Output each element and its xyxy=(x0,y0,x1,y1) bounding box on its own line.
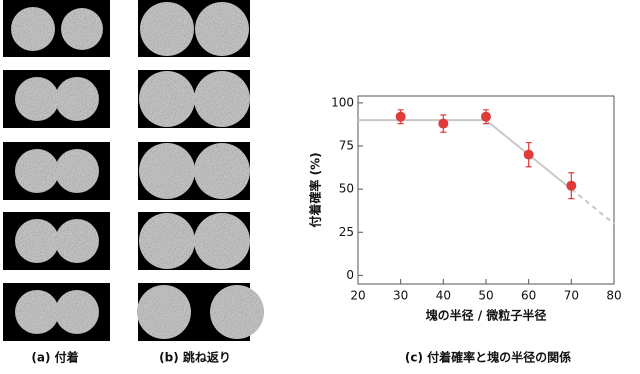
x-tick-label: 60 xyxy=(521,289,536,303)
panel-a-label: (a) 付着 xyxy=(31,350,78,365)
data-point xyxy=(395,111,406,122)
panel-b-label: (b) 跳ね返り xyxy=(159,350,231,365)
x-tick-label: 70 xyxy=(564,289,579,303)
y-axis-label: 付着確率 (%) xyxy=(308,152,323,227)
x-tick-label: 80 xyxy=(606,289,621,303)
data-point xyxy=(523,149,534,160)
x-tick-label: 50 xyxy=(478,289,493,303)
data-point xyxy=(438,118,449,129)
x-axis-label: 塊の半径 / 微粒子半径 xyxy=(426,308,547,323)
panel-a xyxy=(3,0,110,341)
fit-line xyxy=(570,188,615,225)
data-point xyxy=(566,180,577,191)
x-tick-label: 20 xyxy=(350,289,365,303)
x-tick-label: 40 xyxy=(436,289,451,303)
x-tick-label: 30 xyxy=(393,289,408,303)
y-tick-label: 25 xyxy=(339,225,354,239)
y-tick-label: 100 xyxy=(331,95,354,109)
chart-caption: (c) 付着確率と塊の半径の関係 xyxy=(405,350,571,365)
plot-frame xyxy=(357,95,615,285)
data-point xyxy=(481,111,491,122)
y-tick-label: 50 xyxy=(339,182,354,196)
panel-b xyxy=(137,0,264,341)
y-tick-label: 75 xyxy=(339,139,354,153)
y-tick-label: 0 xyxy=(346,268,354,282)
fit-line xyxy=(358,119,572,190)
